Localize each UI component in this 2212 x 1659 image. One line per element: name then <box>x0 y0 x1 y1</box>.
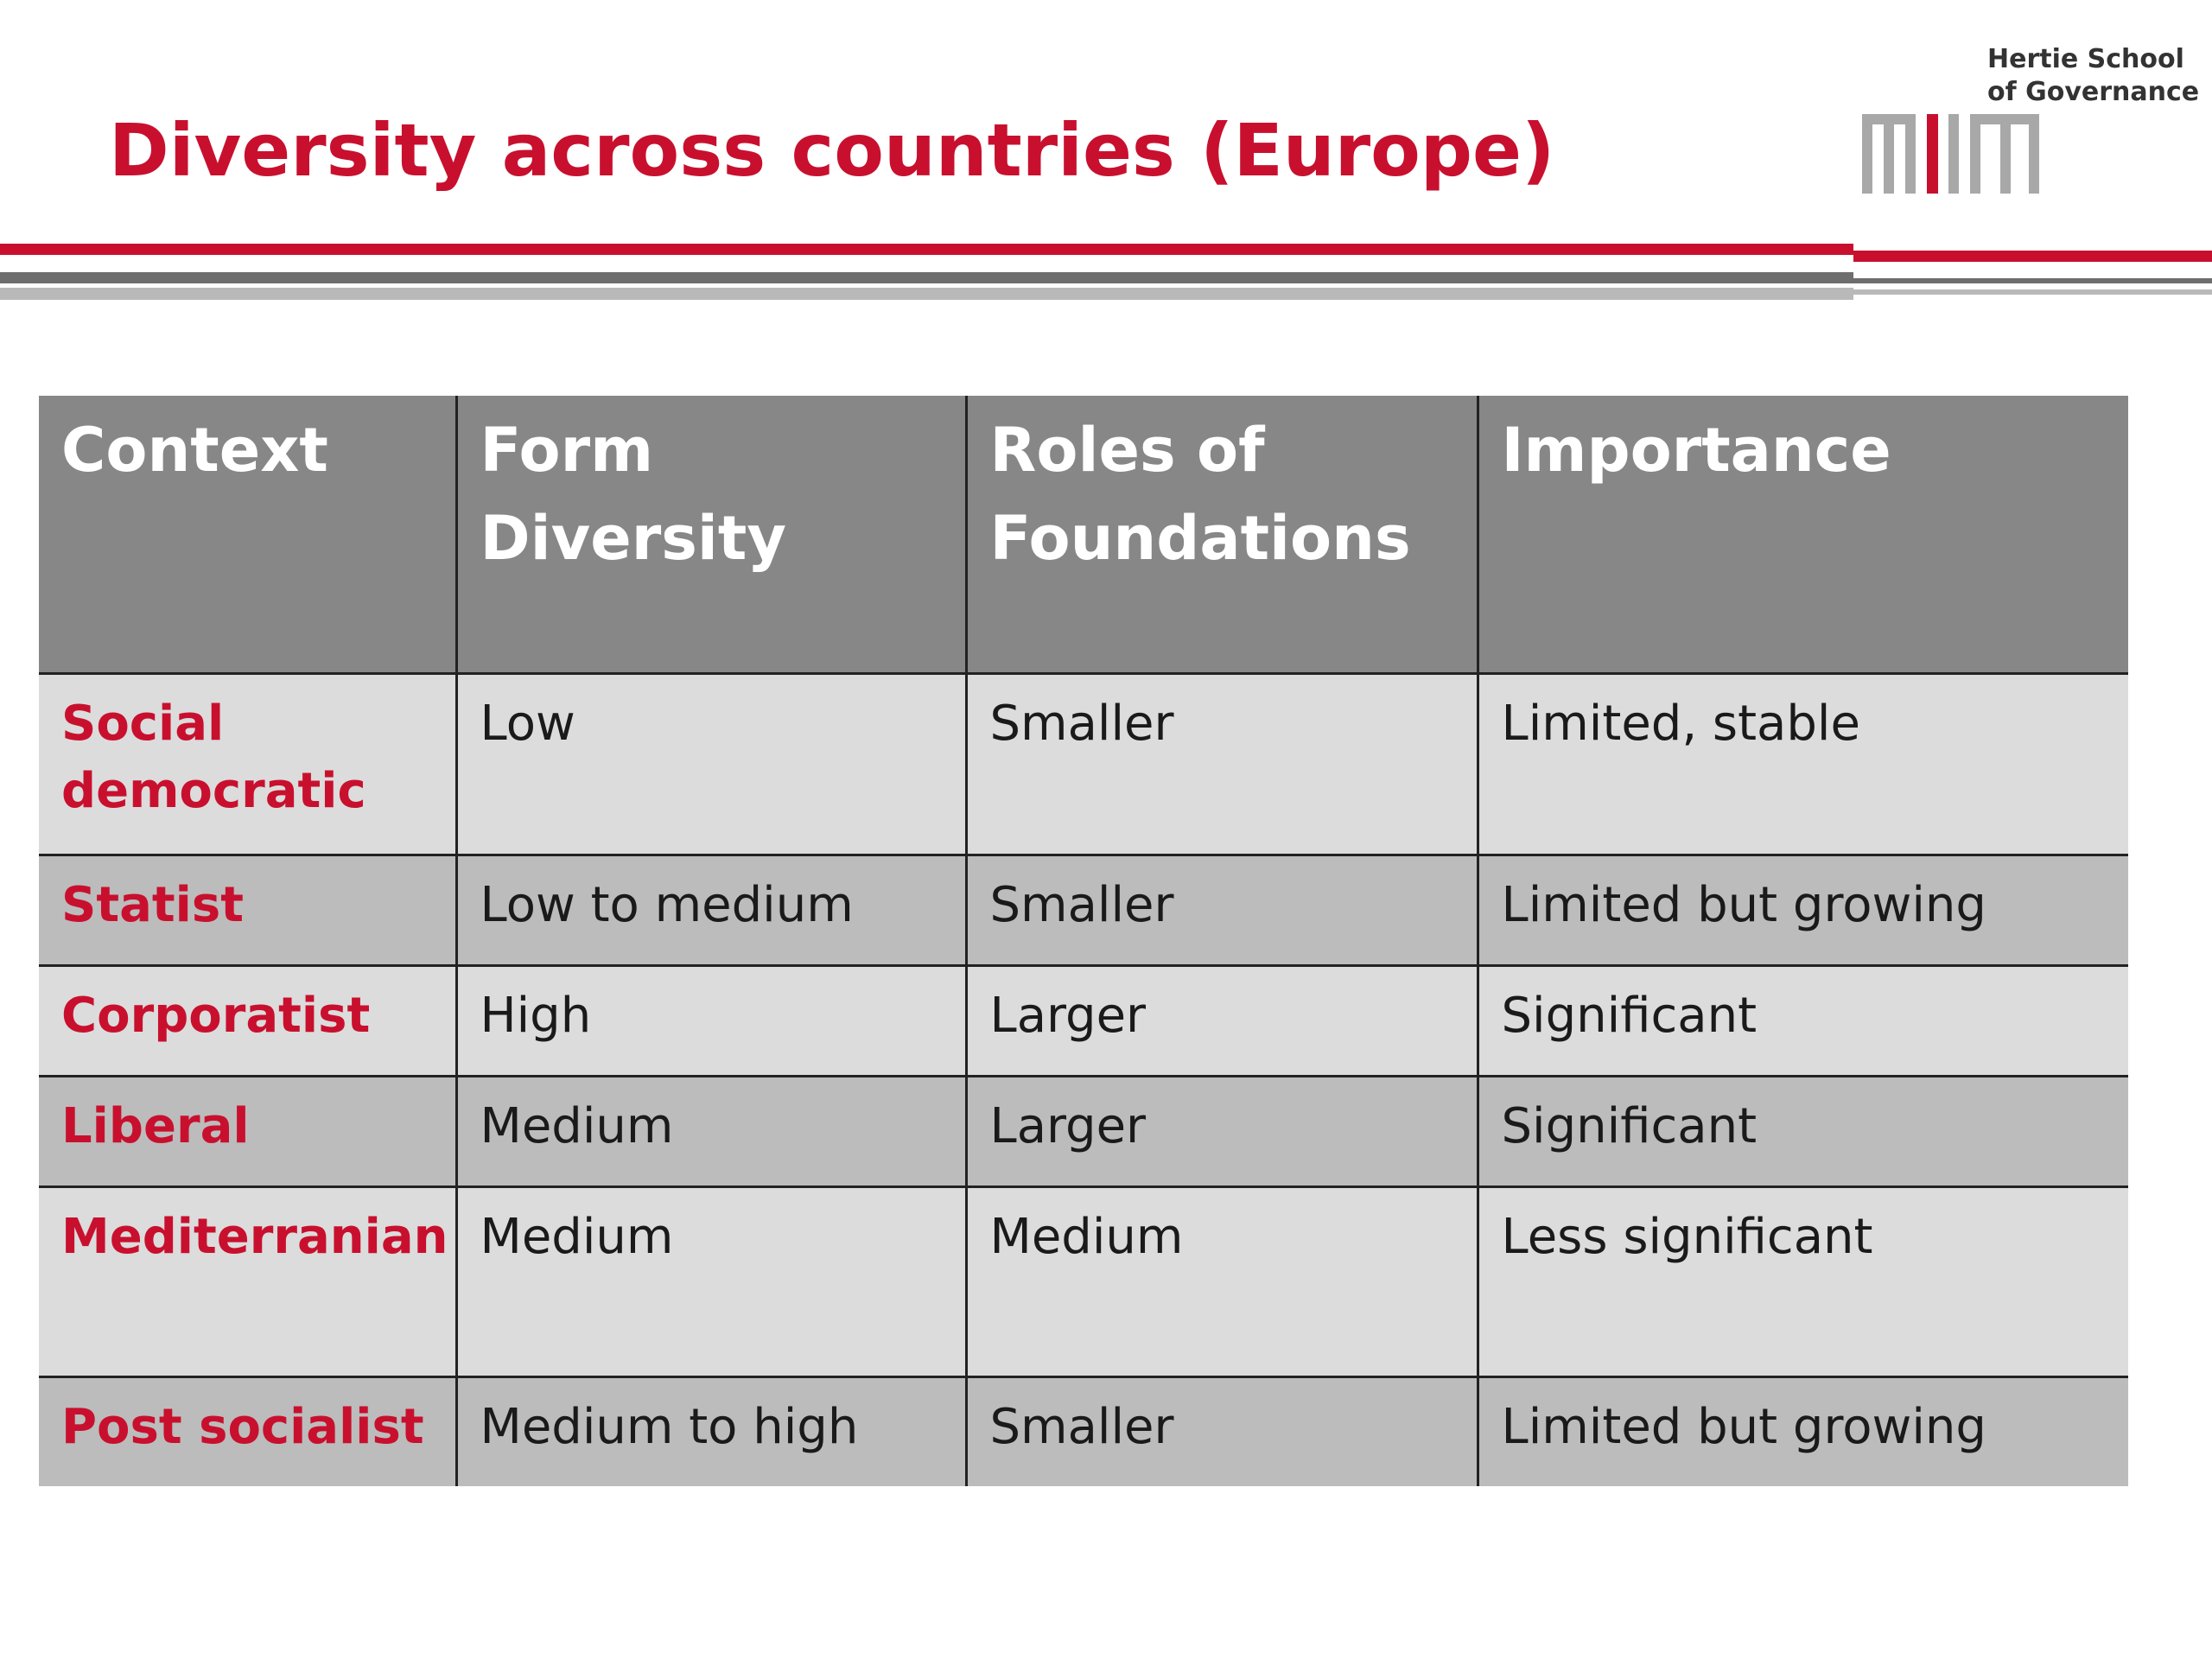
header-rule-gray-right <box>1853 278 2212 283</box>
importance-cell: Limited but growing <box>1476 854 2128 966</box>
context-cell: Post socialist <box>39 1376 456 1486</box>
table-row: Post socialist Medium to high Smaller Li… <box>39 1376 2128 1486</box>
header-importance: Importance <box>1476 396 2128 674</box>
header-rule-lightgray <box>0 288 1853 300</box>
roles-cell: Larger <box>964 964 1478 1077</box>
header-rule-red <box>0 244 1853 255</box>
importance-cell: Limited but growing <box>1476 1376 2128 1486</box>
form-diversity-cell: Low <box>454 672 966 855</box>
context-cell: Statist <box>39 854 456 966</box>
form-diversity-cell: Medium to high <box>454 1376 966 1486</box>
importance-cell: Limited, stable <box>1476 672 2128 855</box>
logo-text: Hertie School of Governance <box>1987 43 2199 109</box>
hertie-school-logo: Hertie School of Governance <box>1858 43 2199 199</box>
context-cell: Mediterranian <box>39 1185 456 1377</box>
form-diversity-cell: Medium <box>454 1075 966 1187</box>
logo-mark-icon <box>1862 114 2039 194</box>
header-roles-of-foundations: Roles of Foundations <box>964 396 1478 674</box>
importance-cell: Significant <box>1476 964 2128 1077</box>
header-rule-red-right <box>1853 251 2212 262</box>
header-context: Context <box>39 396 456 674</box>
table-header-row: Context Form Diversity Roles of Foundati… <box>39 396 2128 674</box>
context-cell: Liberal <box>39 1075 456 1187</box>
header-form-diversity: Form Diversity <box>454 396 966 674</box>
context-cell: Social democratic <box>39 672 456 855</box>
form-diversity-cell: Low to medium <box>454 854 966 966</box>
form-diversity-cell: Medium <box>454 1185 966 1377</box>
importance-cell: Less significant <box>1476 1185 2128 1377</box>
context-cell: Corporatist <box>39 964 456 1077</box>
roles-cell: Smaller <box>964 672 1478 855</box>
form-diversity-cell: High <box>454 964 966 1077</box>
table-row: Statist Low to medium Smaller Limited bu… <box>39 854 2128 966</box>
roles-cell: Larger <box>964 1075 1478 1187</box>
importance-cell: Significant <box>1476 1075 2128 1187</box>
table-row: Liberal Medium Larger Significant <box>39 1075 2128 1187</box>
slide-title: Diversity across countries (Europe) <box>109 108 1555 193</box>
roles-cell: Medium <box>964 1185 1478 1377</box>
table-row: Corporatist High Larger Significant <box>39 964 2128 1077</box>
logo-line-1: Hertie School <box>1987 44 2184 74</box>
table-row: Mediterranian Medium Medium Less signifi… <box>39 1185 2128 1377</box>
foundation-diversity-table: Context Form Diversity Roles of Foundati… <box>39 396 2128 1486</box>
table-row: Social democratic Low Smaller Limited, s… <box>39 672 2128 855</box>
header-rule-gray <box>0 272 1853 283</box>
roles-cell: Smaller <box>964 1376 1478 1486</box>
header-rule-lightgray-right <box>1853 289 2212 295</box>
logo-line-2: of Governance <box>1987 77 2200 107</box>
roles-cell: Smaller <box>964 854 1478 966</box>
